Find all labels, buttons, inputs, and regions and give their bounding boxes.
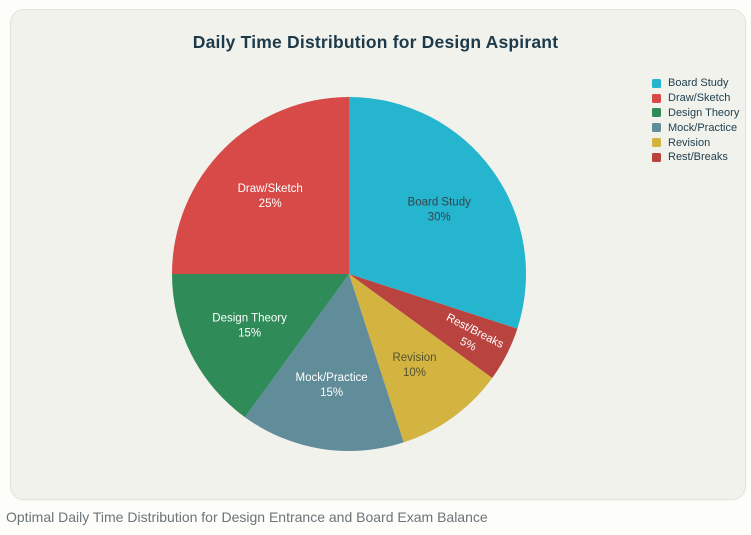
legend-swatch-draw-sketch <box>652 93 661 103</box>
legend-item-draw-sketch[interactable]: Draw/Sketch <box>652 91 739 106</box>
legend-swatch-mock-practice <box>652 123 661 133</box>
legend-item-design-theory[interactable]: Design Theory <box>652 106 739 121</box>
pie-slice-mock-practice[interactable] <box>244 274 404 452</box>
legend-label: Rest/Breaks <box>668 151 728 164</box>
legend-label: Design Theory <box>668 106 740 119</box>
legend-label: Revision <box>668 136 711 149</box>
legend-swatch-board-study <box>652 78 661 88</box>
pie-slice-rest-breaks[interactable] <box>349 274 518 379</box>
legend-label: Draw/Sketch <box>668 92 731 105</box>
legend-swatch-revision <box>652 138 661 148</box>
pie-slice-board-study[interactable] <box>349 97 527 329</box>
legend-swatch-design-theory <box>652 108 661 118</box>
legend-item-mock-practice[interactable]: Mock/Practice <box>652 120 739 135</box>
legend: Board Study Draw/Sketch Design Theory Mock/… <box>652 76 739 165</box>
legend-label: Board Study <box>668 77 729 90</box>
legend-label: Mock/Practice <box>668 121 738 134</box>
pie-slice-draw-sketch[interactable] <box>172 97 349 274</box>
chart-caption: Optimal Daily Time Distribution for Desi… <box>6 509 488 525</box>
legend-item-rest-breaks[interactable]: Rest/Breaks <box>652 150 739 165</box>
pie-slice-revision[interactable] <box>349 274 493 443</box>
legend-item-board-study[interactable]: Board Study <box>652 76 739 91</box>
legend-swatch-rest-breaks <box>652 152 661 162</box>
pie-slice-design-theory[interactable] <box>172 274 349 418</box>
legend-item-revision[interactable]: Revision <box>652 135 739 150</box>
chart-title: Daily Time Distribution for Design Aspir… <box>192 32 559 52</box>
